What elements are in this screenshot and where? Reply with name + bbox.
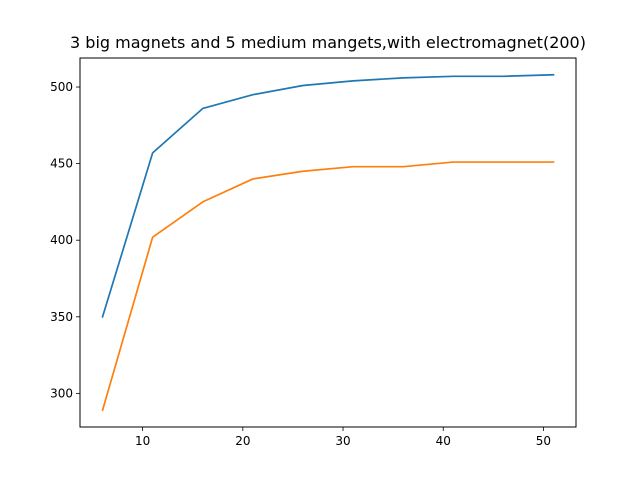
y-tick-label: 450 bbox=[50, 157, 73, 171]
y-tick-label: 500 bbox=[50, 80, 73, 94]
series-line-1 bbox=[101, 73, 555, 318]
x-tick-label: 40 bbox=[436, 434, 451, 448]
chart-title: 3 big magnets and 5 medium mangets,with … bbox=[70, 33, 586, 52]
x-tick-label: 30 bbox=[335, 434, 350, 448]
series-line-2 bbox=[101, 161, 555, 412]
x-tick-label: 20 bbox=[235, 434, 250, 448]
x-tick-label: 10 bbox=[135, 434, 150, 448]
y-tick-label: 400 bbox=[50, 233, 73, 247]
y-tick-label: 300 bbox=[50, 386, 73, 400]
x-axis: 10 20 30 40 50 bbox=[135, 427, 551, 448]
x-tick-label: 50 bbox=[536, 434, 551, 448]
plot-frame bbox=[79, 57, 577, 428]
y-axis: 300 350 400 450 500 bbox=[50, 80, 80, 400]
plot-lines bbox=[101, 73, 555, 412]
y-tick-label: 350 bbox=[50, 310, 73, 324]
